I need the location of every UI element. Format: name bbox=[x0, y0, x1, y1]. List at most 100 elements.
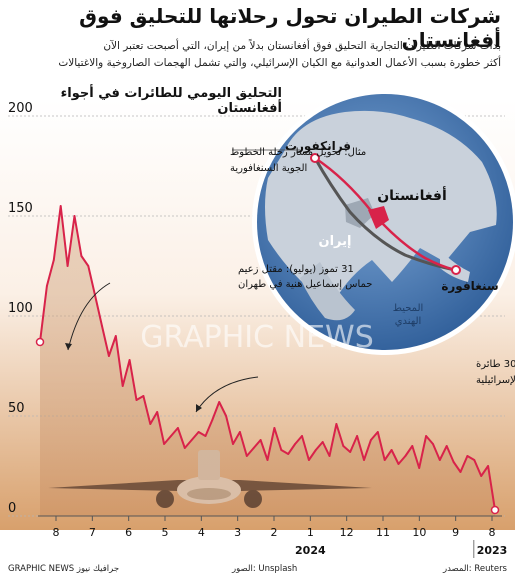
x-tick-label: 5 bbox=[162, 526, 169, 539]
data-point bbox=[80, 255, 83, 257]
data-point bbox=[52, 259, 55, 261]
x-tick-label: 7 bbox=[89, 526, 96, 539]
data-point bbox=[301, 435, 303, 437]
data-point bbox=[108, 355, 110, 357]
data-point bbox=[397, 463, 400, 465]
data-point bbox=[211, 419, 214, 421]
series-end-marker bbox=[35, 337, 45, 347]
data-point bbox=[73, 215, 76, 217]
annotation-april: 13 نيسان (أبريل): إيران تطلق أكثر من 300… bbox=[195, 357, 515, 413]
data-point bbox=[487, 465, 489, 467]
iran-label: إيران bbox=[319, 234, 352, 249]
data-point bbox=[121, 385, 124, 387]
x-tick-label: 6 bbox=[125, 526, 132, 539]
data-point bbox=[232, 443, 234, 445]
x-tick-label: 3 bbox=[234, 526, 241, 539]
singapore-marker bbox=[451, 265, 461, 275]
data-point bbox=[177, 427, 179, 429]
x-axis-ticks: 8 7 6 5 4 3 2 1 12 11 10 9 8 bbox=[53, 516, 496, 539]
chart-title: التحليق اليومي للطائرات في أجواء أفغانست… bbox=[60, 86, 282, 116]
year-labels: 2024 2023 bbox=[295, 540, 507, 558]
data-point bbox=[390, 449, 393, 451]
data-point bbox=[308, 459, 310, 461]
x-tick-label: 9 bbox=[452, 526, 459, 539]
data-point bbox=[287, 453, 290, 455]
data-point bbox=[328, 455, 331, 457]
data-point bbox=[239, 431, 241, 433]
annotation-july: 31 تموز (يوليو): مقتل زعيم حماس إسماعيل … bbox=[65, 264, 372, 351]
data-point bbox=[438, 459, 441, 461]
y-tick-label: 150 bbox=[8, 201, 33, 216]
x-tick-label: 12 bbox=[340, 526, 354, 539]
data-point bbox=[480, 475, 483, 477]
old-route-line bbox=[313, 157, 456, 272]
data-point bbox=[404, 455, 407, 457]
series-points bbox=[39, 205, 496, 511]
data-point bbox=[59, 205, 62, 207]
data-point bbox=[225, 415, 228, 417]
data-point bbox=[370, 439, 372, 441]
data-point bbox=[170, 435, 172, 437]
watermark: GRAPHIC NEWS bbox=[140, 320, 373, 355]
data-point bbox=[101, 325, 103, 327]
annotation-april-line2: مسيرة وصاروخ على الأراضي الإسرائيلية bbox=[476, 373, 515, 386]
year-label: 2023 bbox=[477, 544, 508, 557]
data-point bbox=[259, 439, 262, 441]
data-point bbox=[466, 455, 469, 457]
data-point bbox=[156, 411, 159, 413]
y-tick-label: 50 bbox=[8, 401, 25, 416]
data-point bbox=[142, 395, 145, 397]
data-point bbox=[335, 423, 338, 425]
x-tick-label: 1 bbox=[307, 526, 314, 539]
route-map-globe bbox=[252, 89, 515, 355]
landmass bbox=[265, 110, 497, 300]
photo-credit: الصور: Unsplash bbox=[232, 564, 298, 574]
data-point bbox=[149, 423, 152, 425]
data-point bbox=[321, 441, 324, 443]
indian-ocean-label-1: المحيط bbox=[393, 303, 424, 314]
x-tick-label: 8 bbox=[53, 526, 60, 539]
data-point bbox=[135, 399, 138, 401]
data-point bbox=[473, 459, 476, 461]
new-route-line bbox=[314, 156, 456, 272]
frankfurt-label: فرانكفورت bbox=[285, 139, 351, 154]
data-point bbox=[363, 459, 365, 461]
y-tick-label: 0 bbox=[8, 501, 16, 516]
data-point bbox=[452, 461, 455, 463]
data-point bbox=[376, 431, 379, 433]
data-point bbox=[197, 431, 200, 433]
x-tick-label: 8 bbox=[489, 526, 496, 539]
indian-ocean-label-2: الهندي bbox=[395, 316, 422, 327]
frankfurt-marker bbox=[310, 153, 320, 163]
y-tick-label: 200 bbox=[8, 101, 33, 116]
annotation-example: مثال: تحويل مسار رحلة الخطوط الجوية السن… bbox=[230, 147, 366, 174]
source-credit: المصدر: Reuters bbox=[442, 564, 507, 574]
data-point bbox=[87, 265, 90, 267]
data-point bbox=[445, 445, 448, 447]
annotation-july-line2: حماس إسماعيل هنية في طهران bbox=[238, 279, 372, 290]
data-point bbox=[459, 471, 462, 473]
annotation-example-line2: الجوية السنغافورية bbox=[230, 163, 307, 174]
subtitle-line-1: بدأت شركات الطيران التجارية التحليق فوق … bbox=[103, 40, 501, 52]
data-point bbox=[183, 447, 186, 449]
data-point bbox=[204, 435, 207, 437]
data-point bbox=[190, 439, 193, 441]
data-point bbox=[383, 459, 386, 461]
data-point bbox=[128, 359, 131, 361]
data-point bbox=[349, 451, 352, 453]
afghanistan-label: أفغانستان bbox=[377, 186, 447, 204]
data-point bbox=[356, 435, 358, 437]
series-start-marker bbox=[490, 505, 500, 515]
data-point bbox=[280, 449, 283, 451]
headline: شركات الطيران تحول رحلاتها للتحليق فوق أ… bbox=[79, 4, 501, 52]
y-tick-label: 100 bbox=[8, 301, 33, 316]
x-tick-label: 4 bbox=[198, 526, 205, 539]
data-point bbox=[411, 445, 414, 447]
data-point bbox=[114, 335, 117, 337]
data-point bbox=[46, 285, 48, 287]
data-point bbox=[273, 427, 276, 429]
data-point bbox=[418, 467, 421, 469]
x-tick-label: 11 bbox=[376, 526, 390, 539]
